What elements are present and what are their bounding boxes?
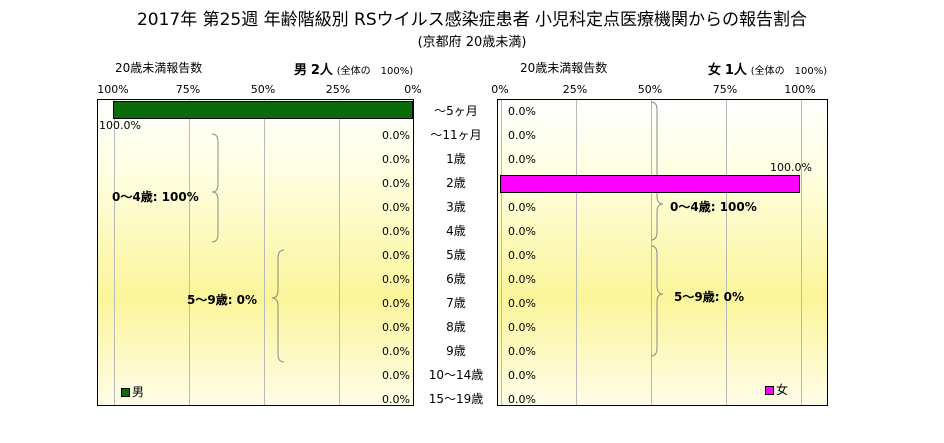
female-value-label: 0.0% xyxy=(508,153,536,166)
age-label: 4歳 xyxy=(446,224,466,238)
male-total: (全体の 100%) xyxy=(336,66,414,77)
female-group-0-4-label: 0～4歳: 100% xyxy=(670,200,757,214)
female-value-label: 0.0% xyxy=(508,105,536,118)
female-plot-area xyxy=(497,99,828,406)
age-label: 8歳 xyxy=(446,320,466,334)
female-value-label: 0.0% xyxy=(508,273,536,286)
male-group-5-9-label: 5～9歳: 0% xyxy=(187,293,258,307)
male-value-label: 0.0% xyxy=(382,153,410,166)
age-label: 6歳 xyxy=(446,272,466,286)
age-label: 1歳 xyxy=(446,152,466,166)
male-brace-0-4 xyxy=(211,133,219,243)
male-tick-label: 100% xyxy=(97,83,129,96)
male-value-label: 0.0% xyxy=(382,345,410,358)
female-count: 1人 xyxy=(724,63,747,78)
female-brace-0-4 xyxy=(650,101,664,241)
female-gridline xyxy=(726,100,727,405)
male-tick-label: 75% xyxy=(175,83,201,96)
male-value-label: 0.0% xyxy=(382,201,410,214)
male-legend-swatch xyxy=(121,388,130,397)
male-value-label: 0.0% xyxy=(382,321,410,334)
age-label: 10～14歳 xyxy=(428,368,484,382)
male-value-label: 0.0% xyxy=(382,273,410,286)
age-label: 7歳 xyxy=(446,296,466,310)
male-brace-5-9 xyxy=(271,249,285,363)
female-value-label: 100.0% xyxy=(770,161,812,174)
female-bar xyxy=(500,175,800,193)
female-tick-label: 25% xyxy=(562,83,588,96)
age-label: ～11ヶ月 xyxy=(430,128,482,142)
female-value-label: 0.0% xyxy=(508,249,536,262)
female-header: 女 1人 (全体の 100%) xyxy=(708,59,827,78)
male-value-label: 0.0% xyxy=(382,369,410,382)
age-label: 2歳 xyxy=(446,176,466,190)
male-sex-label: 男 xyxy=(294,63,308,78)
male-legend-label: 男 xyxy=(132,385,145,399)
male-header: 男 2人 (全体の 100%) xyxy=(294,59,413,78)
female-brace-5-9 xyxy=(650,245,664,357)
female-gridline xyxy=(651,100,652,405)
age-label: 9歳 xyxy=(446,344,466,358)
male-value-label: 0.0% xyxy=(382,297,410,310)
male-gridline xyxy=(189,100,190,405)
chart-subtitle: (京都府 20歳未満) xyxy=(417,35,527,50)
age-label: 5歳 xyxy=(446,248,466,262)
male-legend: 男 xyxy=(121,383,144,400)
male-value-label: 0.0% xyxy=(382,177,410,190)
female-value-label: 0.0% xyxy=(508,345,536,358)
female-value-label: 0.0% xyxy=(508,201,536,214)
male-bar xyxy=(113,101,413,119)
male-count-label: 20歳未満報告数 xyxy=(115,61,203,75)
female-legend-label: 女 xyxy=(776,383,789,397)
chart-title: 2017年 第25週 年齢階級別 RSウイルス感染症患者 小児科定点医療機関から… xyxy=(136,10,808,30)
age-label: 15～19歳 xyxy=(428,392,484,406)
male-tick-label: 0% xyxy=(404,83,422,96)
female-tick-label: 75% xyxy=(712,83,738,96)
female-tick-label: 100% xyxy=(784,83,816,96)
male-group-0-4-label: 0～4歳: 100% xyxy=(112,190,199,204)
age-label: ～5ヶ月 xyxy=(434,104,478,118)
female-gridline xyxy=(576,100,577,405)
female-sex-label: 女 xyxy=(708,63,722,78)
female-value-label: 0.0% xyxy=(508,297,536,310)
female-count-label: 20歳未満報告数 xyxy=(520,61,608,75)
male-value-label: 100.0% xyxy=(99,119,141,132)
male-plot-area xyxy=(97,99,414,406)
male-value-label: 0.0% xyxy=(382,129,410,142)
male-value-label: 0.0% xyxy=(382,393,410,406)
female-value-label: 0.0% xyxy=(508,225,536,238)
female-tick-label: 50% xyxy=(637,83,663,96)
female-value-label: 0.0% xyxy=(508,321,536,334)
male-gridline xyxy=(264,100,265,405)
female-total: (全体の 100%) xyxy=(750,66,828,77)
female-gridline xyxy=(801,100,802,405)
female-gridline xyxy=(501,100,502,405)
female-value-label: 0.0% xyxy=(508,129,536,142)
female-tick-label: 0% xyxy=(491,83,509,96)
female-legend: 女 xyxy=(765,381,788,398)
male-value-label: 0.0% xyxy=(382,249,410,262)
female-legend-swatch xyxy=(765,386,774,395)
male-value-label: 0.0% xyxy=(382,225,410,238)
female-value-label: 0.0% xyxy=(508,369,536,382)
male-tick-label: 25% xyxy=(325,83,351,96)
female-value-label: 0.0% xyxy=(508,393,536,406)
male-gridline xyxy=(339,100,340,405)
male-count: 2人 xyxy=(310,63,333,78)
age-label: 3歳 xyxy=(446,200,466,214)
male-gridline xyxy=(114,100,115,405)
female-group-5-9-label: 5～9歳: 0% xyxy=(674,290,745,304)
male-tick-label: 50% xyxy=(250,83,276,96)
